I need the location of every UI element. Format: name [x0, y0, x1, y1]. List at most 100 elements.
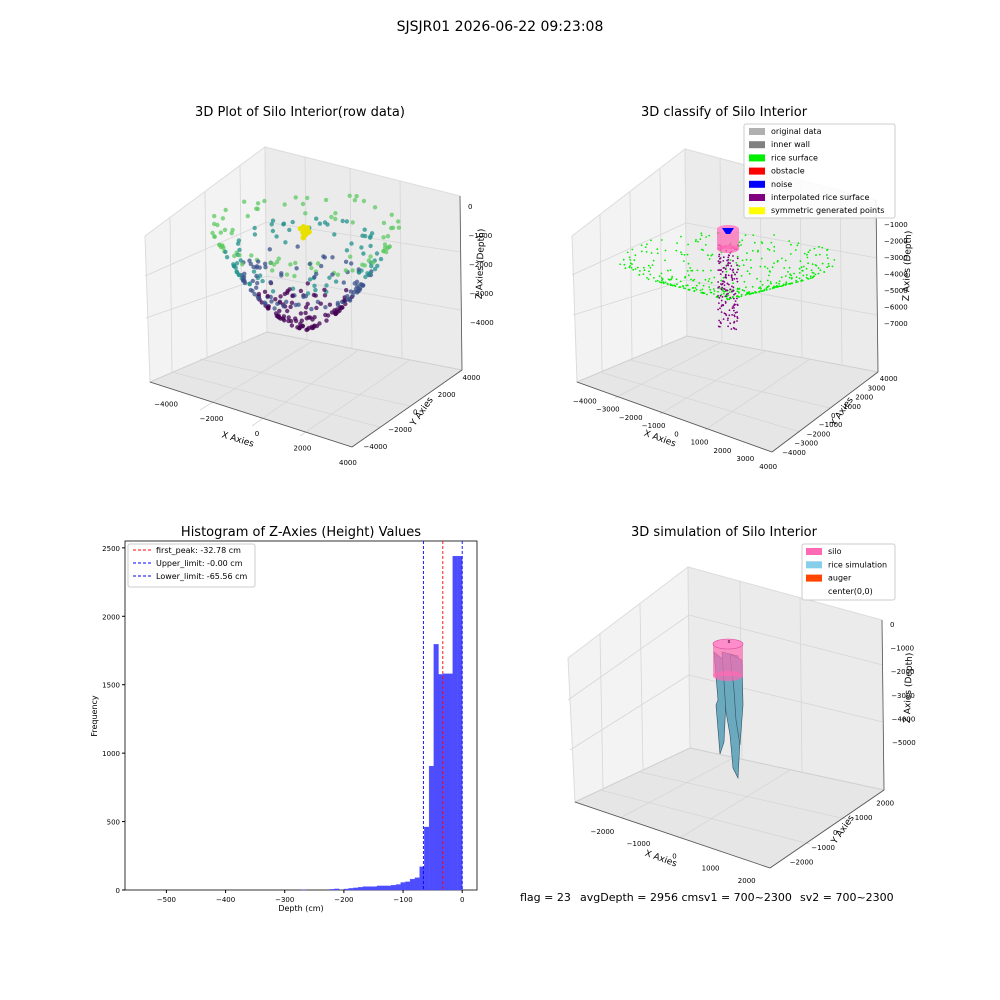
- interpolated-point: [731, 307, 734, 309]
- scatter-point: [277, 299, 283, 304]
- rice-surface-point: [756, 277, 758, 280]
- rice-surface-point: [644, 246, 647, 249]
- rice-surface-point: [763, 288, 766, 291]
- interpolated-point: [724, 268, 727, 271]
- tick-label: 4000: [759, 463, 777, 471]
- interpolated-point: [734, 292, 737, 295]
- rice-surface-point: [656, 248, 659, 251]
- tick-label: 2000: [876, 799, 894, 807]
- tick-label: 0: [672, 852, 676, 860]
- panel3-plot-frame: [124, 540, 478, 891]
- scatter-point: [284, 272, 290, 277]
- scatter-point: [385, 234, 391, 239]
- histogram-bar: [405, 881, 411, 891]
- rice-surface-point: [755, 291, 758, 294]
- rice-surface-point: [796, 281, 799, 283]
- rice-surface-point: [702, 269, 705, 272]
- scatter-point: [372, 205, 378, 210]
- scatter-point: [245, 213, 250, 219]
- tick-label: −2000: [619, 414, 643, 422]
- scatter-point: [368, 243, 373, 249]
- interpolated-point: [718, 302, 720, 304]
- scatter-point: [325, 222, 330, 227]
- scatter-point: [277, 308, 282, 314]
- scatter-point: [270, 289, 276, 294]
- tick-label: −2000: [469, 261, 493, 269]
- rice-surface-point: [699, 289, 702, 292]
- rice-surface-point: [728, 291, 731, 294]
- interpolated-point: [727, 263, 729, 265]
- scatter-point: [270, 268, 275, 273]
- legend-swatch: [749, 128, 765, 135]
- rice-surface-point: [768, 270, 771, 272]
- rice-surface-point: [630, 267, 633, 269]
- histogram-bar: [452, 555, 458, 891]
- interpolated-point: [729, 296, 732, 299]
- tick-label: −5000: [884, 287, 908, 295]
- rice-surface-point: [814, 264, 817, 266]
- rice-surface-point: [695, 284, 698, 287]
- interpolated-point: [731, 277, 734, 280]
- tick-label: −6000: [884, 304, 908, 312]
- interpolated-point: [719, 273, 722, 275]
- rice-surface-point: [797, 242, 800, 245]
- tick-label: −3000: [794, 440, 818, 448]
- scatter-point: [235, 241, 241, 246]
- panel2-legend: original data inner wall rice surface obsta…: [743, 123, 896, 219]
- panel1-y-ticks: −4000 −2000 0 2000 4000: [364, 374, 481, 451]
- scatter-point: [396, 225, 402, 230]
- interpolated-point: [720, 299, 723, 302]
- panel1-back-pane-right: [264, 146, 463, 371]
- tick-label: −3000: [596, 406, 620, 414]
- rice-surface-point: [707, 280, 710, 283]
- scatter-point: [348, 254, 353, 259]
- rice-surface-point: [758, 290, 760, 293]
- histogram-bar: [353, 887, 359, 891]
- interpolated-point: [729, 262, 731, 265]
- scatter-point: [357, 286, 363, 291]
- tick-label: 2000: [438, 391, 456, 399]
- rice-surface-point: [713, 293, 715, 295]
- interpolated-point: [719, 321, 722, 324]
- rice-surface-point: [640, 250, 643, 253]
- scatter-point: [317, 321, 322, 326]
- interpolated-point: [725, 275, 727, 277]
- rice-surface-point: [738, 287, 741, 290]
- tick-label: 0: [413, 409, 417, 417]
- scatter-point: [236, 272, 242, 277]
- rice-surface-point: [646, 277, 648, 279]
- tick-label: 4000: [880, 375, 898, 383]
- rice-surface-point: [778, 280, 781, 282]
- rice-surface-point: [682, 260, 685, 262]
- panel-raw-3d: 3D Plot of Silo Interior(row data) −4000…: [144, 105, 494, 467]
- rice-surface-point: [631, 263, 633, 265]
- scatter-point: [255, 280, 260, 286]
- tick-label: 2000: [738, 877, 756, 885]
- legend-label: Upper_limit: -0.00 cm: [156, 559, 243, 568]
- rice-surface-point: [680, 251, 682, 254]
- scatter-point: [232, 253, 237, 259]
- interpolated-point: [727, 325, 729, 328]
- interpolated-point: [717, 269, 720, 271]
- tick-label: −1000: [884, 221, 908, 229]
- legend-label: center(0,0): [828, 587, 873, 596]
- y-tick-label: 0: [116, 887, 120, 895]
- panel1-x-axis-line: [149, 381, 353, 448]
- rice-surface-point: [773, 234, 775, 236]
- rice-surface-point: [819, 253, 821, 256]
- scatter-point: [335, 302, 341, 307]
- scatter-point: [318, 301, 323, 306]
- scatter-point: [362, 227, 367, 232]
- interpolated-point: [737, 268, 739, 271]
- scatter-point: [369, 231, 375, 236]
- scatter-point: [305, 195, 310, 201]
- interpolated-point: [721, 270, 724, 273]
- rice-surface-point: [783, 267, 786, 269]
- panel2-z-axis-line: [875, 199, 879, 373]
- rice-surface-point: [803, 252, 806, 255]
- scatter-point: [327, 302, 333, 307]
- panel-histogram: Histogram of Z-Axies (Height) Values −50…: [90, 525, 478, 913]
- rice-surface-point: [660, 272, 663, 275]
- scatter-point: [370, 260, 376, 265]
